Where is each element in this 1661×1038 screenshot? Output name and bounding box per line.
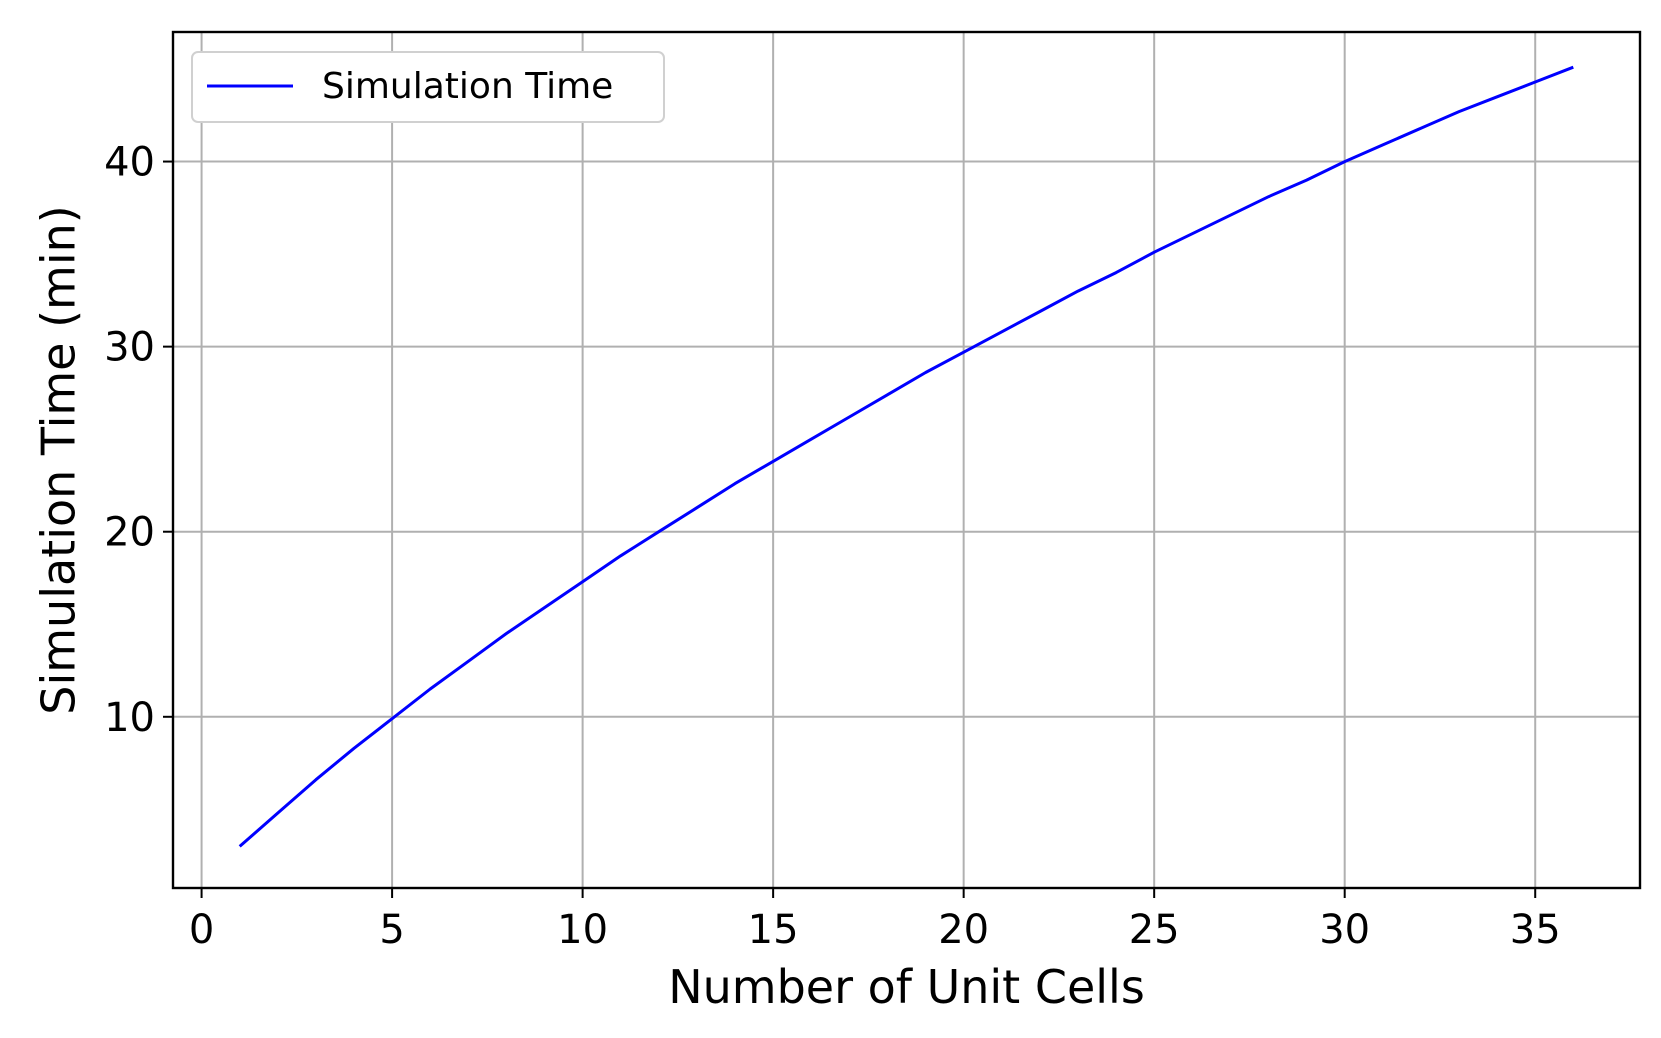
axis-ticks: 0 5 10 15 20 25 30 35 10 20 30 40 bbox=[104, 140, 1561, 953]
x-tick-label: 10 bbox=[557, 907, 608, 953]
x-tick-label: 25 bbox=[1129, 907, 1180, 953]
x-tick-label: 5 bbox=[379, 907, 404, 953]
x-axis-label: Number of Unit Cells bbox=[668, 960, 1145, 1014]
y-tick-label: 20 bbox=[104, 510, 155, 556]
legend-box bbox=[191, 51, 665, 123]
y-axis-label: Simulation Time (min) bbox=[32, 205, 86, 714]
x-tick-label: 35 bbox=[1510, 907, 1561, 953]
y-tick-label: 30 bbox=[104, 325, 155, 371]
legend: Simulation Time bbox=[191, 51, 665, 123]
y-tick-label: 40 bbox=[104, 140, 155, 186]
x-tick-label: 20 bbox=[938, 907, 989, 953]
series-layer bbox=[238, 65, 1574, 848]
grid bbox=[173, 32, 1640, 888]
x-tick-label: 15 bbox=[748, 907, 799, 953]
legend-label-simulation-time: Simulation Time bbox=[322, 66, 613, 107]
series-line-simulation-time bbox=[238, 65, 1574, 848]
x-tick-label: 0 bbox=[189, 907, 214, 953]
y-tick-label: 10 bbox=[104, 695, 155, 741]
plot-area-frame bbox=[171, 30, 1642, 890]
x-tick-label: 30 bbox=[1319, 907, 1370, 953]
